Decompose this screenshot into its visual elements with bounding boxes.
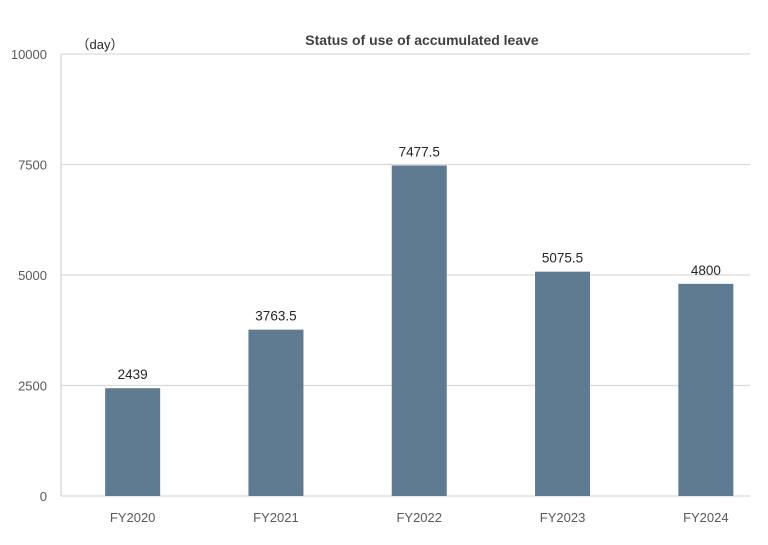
- data-label: 2439: [118, 367, 148, 382]
- x-tick-label: FY2024: [683, 510, 729, 525]
- y-tick-label: 7500: [18, 158, 47, 173]
- chart-title: Status of use of accumulated leave: [305, 32, 539, 48]
- x-tick-label: FY2021: [253, 510, 299, 525]
- x-tick-label: FY2020: [110, 510, 156, 525]
- y-tick-label: 10000: [11, 47, 47, 62]
- x-tick-label: FY2022: [396, 510, 442, 525]
- bar: [535, 271, 591, 496]
- data-label: 5075.5: [542, 251, 583, 266]
- y-axis-unit-label: （day）: [77, 37, 124, 52]
- y-tick-label: 5000: [18, 268, 47, 283]
- bar: [248, 329, 304, 496]
- y-tick-label: 2500: [18, 379, 47, 394]
- data-label: 4800: [691, 263, 721, 278]
- data-label: 7477.5: [399, 144, 440, 159]
- bar: [391, 165, 447, 496]
- bar: [678, 283, 734, 496]
- data-label: 3763.5: [255, 309, 296, 324]
- y-tick-label: 0: [40, 489, 47, 504]
- bar: [105, 388, 161, 496]
- x-tick-label: FY2023: [540, 510, 586, 525]
